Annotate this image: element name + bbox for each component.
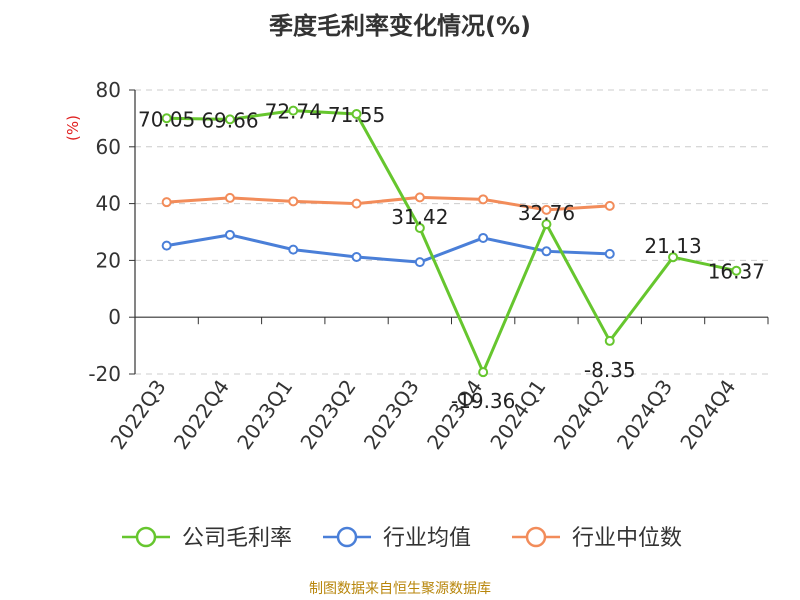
- legend-label: 行业中位数: [572, 526, 682, 551]
- y-tick-label: 0: [108, 305, 121, 329]
- legend-label: 公司毛利率: [182, 526, 292, 551]
- data-label: 69.66: [201, 108, 258, 132]
- data-point: [478, 194, 489, 205]
- data-label: 72.74: [265, 100, 322, 124]
- data-point: [731, 265, 742, 276]
- data-point: [224, 114, 235, 125]
- legend-marker: [336, 526, 358, 548]
- data-point: [351, 251, 362, 262]
- legend-marker: [135, 526, 157, 548]
- data-point: [668, 252, 679, 263]
- x-tick-label: 2023Q3: [359, 375, 424, 454]
- data-point: [604, 248, 615, 259]
- data-label: 70.05: [138, 107, 195, 131]
- data-point: [288, 105, 299, 116]
- data-label: 32.76: [518, 201, 575, 225]
- data-point: [478, 367, 489, 378]
- data-point: [541, 246, 552, 257]
- data-label: -8.35: [584, 358, 636, 382]
- x-tick-label: 2023Q2: [295, 375, 360, 454]
- x-tick-label: 2022Q4: [169, 375, 234, 454]
- data-label: 21.13: [644, 234, 701, 258]
- data-point: [351, 108, 362, 119]
- data-point: [541, 219, 552, 230]
- data-point: [414, 222, 425, 233]
- data-label: 71.55: [328, 103, 385, 127]
- data-label: 31.42: [391, 205, 448, 229]
- data-point: [478, 232, 489, 243]
- y-tick-label: 80: [96, 78, 121, 102]
- data-point: [351, 198, 362, 209]
- data-point: [288, 244, 299, 255]
- data-point: [604, 335, 615, 346]
- data-point: [541, 204, 552, 215]
- data-point: [604, 200, 615, 211]
- data-point: [224, 229, 235, 240]
- data-point: [161, 113, 172, 124]
- data-point: [414, 257, 425, 268]
- x-tick-label: 2022Q3: [106, 375, 171, 454]
- chart-title: 季度毛利率变化情况(%): [269, 12, 531, 40]
- data-label: 16.37: [708, 260, 765, 284]
- data-point: [414, 192, 425, 203]
- y-tick-label: 40: [96, 192, 121, 216]
- source-note: 制图数据来自恒生聚源数据库: [309, 581, 491, 597]
- series-line: [166, 109, 737, 374]
- data-label: -19.36: [451, 389, 515, 413]
- y-tick-label: 20: [96, 248, 121, 272]
- data-point: [161, 197, 172, 208]
- data-point: [224, 192, 235, 203]
- x-tick-label: 2023Q1: [232, 375, 297, 454]
- x-tick-label: 2024Q2: [549, 375, 614, 454]
- legend-label: 行业均值: [383, 526, 471, 551]
- x-tick-label: 2023Q4: [422, 375, 487, 454]
- legend-marker: [525, 526, 547, 548]
- x-tick-label: 2024Q4: [675, 375, 740, 454]
- x-tick-label: 2024Q1: [485, 375, 550, 454]
- data-point: [288, 196, 299, 207]
- x-tick-label: 2024Q3: [612, 375, 677, 454]
- y-tick-label: -20: [88, 362, 121, 386]
- series-line: [166, 195, 610, 212]
- y-axis-label: (%): [64, 115, 82, 141]
- y-tick-label: 60: [96, 135, 121, 159]
- data-point: [161, 240, 172, 251]
